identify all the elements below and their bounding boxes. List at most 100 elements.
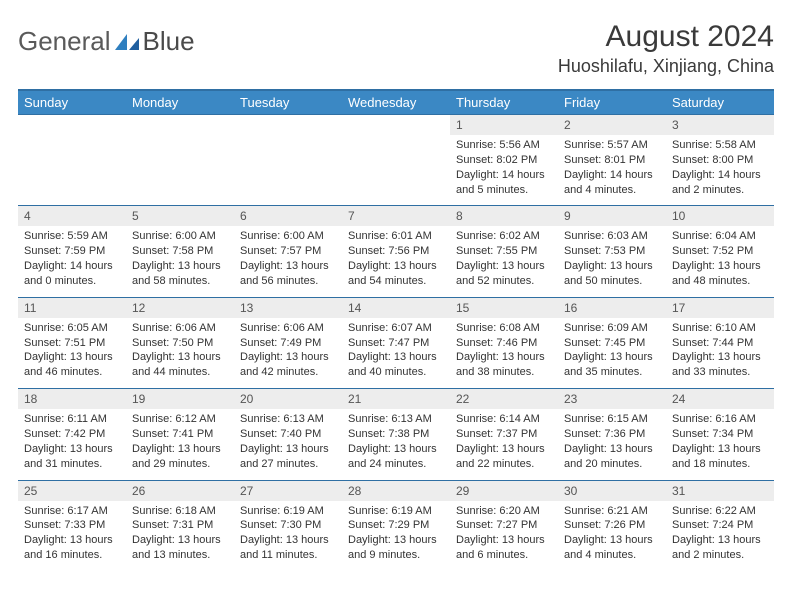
sunset-line: Sunset: 7:38 PM: [348, 427, 444, 442]
brand-part1: General: [18, 26, 111, 57]
day-detail-cell: Sunrise: 6:07 AMSunset: 7:47 PMDaylight:…: [342, 318, 450, 389]
sunset-line: Sunset: 7:56 PM: [348, 244, 444, 259]
daylight-line: Daylight: 13 hours and 13 minutes.: [132, 533, 228, 563]
day-header: Monday: [126, 90, 234, 115]
sunrise-line: Sunrise: 6:11 AM: [24, 412, 120, 427]
day-detail-cell: Sunrise: 6:02 AMSunset: 7:55 PMDaylight:…: [450, 226, 558, 297]
day-detail-cell: Sunrise: 6:21 AMSunset: 7:26 PMDaylight:…: [558, 501, 666, 571]
day-detail-cell: Sunrise: 6:13 AMSunset: 7:38 PMDaylight:…: [342, 409, 450, 480]
sunset-line: Sunset: 7:46 PM: [456, 336, 552, 351]
day-number-cell: 2: [558, 115, 666, 136]
sunrise-line: Sunrise: 6:04 AM: [672, 229, 768, 244]
location-text: Huoshilafu, Xinjiang, China: [558, 56, 774, 77]
sunrise-line: Sunrise: 5:57 AM: [564, 138, 660, 153]
day-number-cell: [126, 115, 234, 136]
day-detail-cell: Sunrise: 6:14 AMSunset: 7:37 PMDaylight:…: [450, 409, 558, 480]
day-number-cell: 31: [666, 480, 774, 501]
day-detail-cell: Sunrise: 6:12 AMSunset: 7:41 PMDaylight:…: [126, 409, 234, 480]
detail-row: Sunrise: 5:56 AMSunset: 8:02 PMDaylight:…: [18, 135, 774, 206]
day-number-cell: [342, 115, 450, 136]
day-number-cell: 21: [342, 389, 450, 410]
sunset-line: Sunset: 7:53 PM: [564, 244, 660, 259]
day-detail-cell: Sunrise: 6:09 AMSunset: 7:45 PMDaylight:…: [558, 318, 666, 389]
day-detail-cell: Sunrise: 6:13 AMSunset: 7:40 PMDaylight:…: [234, 409, 342, 480]
day-detail-cell: Sunrise: 6:18 AMSunset: 7:31 PMDaylight:…: [126, 501, 234, 571]
sunset-line: Sunset: 8:02 PM: [456, 153, 552, 168]
daynum-row: 25262728293031: [18, 480, 774, 501]
sunrise-line: Sunrise: 6:14 AM: [456, 412, 552, 427]
daylight-line: Daylight: 14 hours and 5 minutes.: [456, 168, 552, 198]
day-detail-cell: Sunrise: 6:16 AMSunset: 7:34 PMDaylight:…: [666, 409, 774, 480]
daylight-line: Daylight: 13 hours and 46 minutes.: [24, 350, 120, 380]
daynum-row: 45678910: [18, 206, 774, 227]
sunrise-line: Sunrise: 5:59 AM: [24, 229, 120, 244]
daylight-line: Daylight: 13 hours and 40 minutes.: [348, 350, 444, 380]
day-detail-cell: Sunrise: 6:06 AMSunset: 7:49 PMDaylight:…: [234, 318, 342, 389]
sunset-line: Sunset: 7:59 PM: [24, 244, 120, 259]
day-detail-cell: Sunrise: 6:15 AMSunset: 7:36 PMDaylight:…: [558, 409, 666, 480]
sunrise-line: Sunrise: 6:09 AM: [564, 321, 660, 336]
sunset-line: Sunset: 7:37 PM: [456, 427, 552, 442]
daylight-line: Daylight: 13 hours and 24 minutes.: [348, 442, 444, 472]
sunrise-line: Sunrise: 5:58 AM: [672, 138, 768, 153]
day-number-cell: [234, 115, 342, 136]
daylight-line: Daylight: 13 hours and 54 minutes.: [348, 259, 444, 289]
sunset-line: Sunset: 7:47 PM: [348, 336, 444, 351]
sunrise-line: Sunrise: 6:15 AM: [564, 412, 660, 427]
daylight-line: Daylight: 13 hours and 16 minutes.: [24, 533, 120, 563]
daylight-line: Daylight: 13 hours and 6 minutes.: [456, 533, 552, 563]
sunset-line: Sunset: 7:45 PM: [564, 336, 660, 351]
sunset-line: Sunset: 7:49 PM: [240, 336, 336, 351]
daylight-line: Daylight: 13 hours and 27 minutes.: [240, 442, 336, 472]
calendar-body: 123 Sunrise: 5:56 AMSunset: 8:02 PMDayli…: [18, 115, 774, 571]
sunset-line: Sunset: 7:42 PM: [24, 427, 120, 442]
day-number-cell: 17: [666, 297, 774, 318]
sunset-line: Sunset: 7:26 PM: [564, 518, 660, 533]
sunrise-line: Sunrise: 6:20 AM: [456, 504, 552, 519]
day-detail-cell: Sunrise: 6:00 AMSunset: 7:58 PMDaylight:…: [126, 226, 234, 297]
daylight-line: Daylight: 13 hours and 29 minutes.: [132, 442, 228, 472]
detail-row: Sunrise: 6:17 AMSunset: 7:33 PMDaylight:…: [18, 501, 774, 571]
daynum-row: 123: [18, 115, 774, 136]
day-number-cell: 13: [234, 297, 342, 318]
brand-logo: General Blue: [18, 20, 195, 57]
sunset-line: Sunset: 8:00 PM: [672, 153, 768, 168]
daylight-line: Daylight: 13 hours and 20 minutes.: [564, 442, 660, 472]
sunset-line: Sunset: 7:51 PM: [24, 336, 120, 351]
daylight-line: Daylight: 13 hours and 2 minutes.: [672, 533, 768, 563]
day-number-cell: 9: [558, 206, 666, 227]
sunrise-line: Sunrise: 6:08 AM: [456, 321, 552, 336]
calendar-page: General Blue August 2024 Huoshilafu, Xin…: [0, 0, 792, 571]
day-detail-cell: Sunrise: 6:10 AMSunset: 7:44 PMDaylight:…: [666, 318, 774, 389]
sunrise-line: Sunrise: 6:02 AM: [456, 229, 552, 244]
day-number-cell: 28: [342, 480, 450, 501]
title-block: August 2024 Huoshilafu, Xinjiang, China: [558, 20, 774, 77]
calendar-head: SundayMondayTuesdayWednesdayThursdayFrid…: [18, 90, 774, 115]
sunset-line: Sunset: 7:31 PM: [132, 518, 228, 533]
month-title: August 2024: [558, 20, 774, 54]
day-header: Sunday: [18, 90, 126, 115]
day-number-cell: 15: [450, 297, 558, 318]
sunrise-line: Sunrise: 6:16 AM: [672, 412, 768, 427]
daylight-line: Daylight: 14 hours and 2 minutes.: [672, 168, 768, 198]
sunrise-line: Sunrise: 6:17 AM: [24, 504, 120, 519]
page-header: General Blue August 2024 Huoshilafu, Xin…: [18, 20, 774, 77]
sunrise-line: Sunrise: 6:19 AM: [240, 504, 336, 519]
sunrise-line: Sunrise: 5:56 AM: [456, 138, 552, 153]
day-number-cell: 26: [126, 480, 234, 501]
day-detail-cell: [126, 135, 234, 206]
sunset-line: Sunset: 7:58 PM: [132, 244, 228, 259]
day-detail-cell: Sunrise: 6:20 AMSunset: 7:27 PMDaylight:…: [450, 501, 558, 571]
daylight-line: Daylight: 14 hours and 0 minutes.: [24, 259, 120, 289]
sunrise-line: Sunrise: 6:05 AM: [24, 321, 120, 336]
sunrise-line: Sunrise: 6:19 AM: [348, 504, 444, 519]
sunrise-line: Sunrise: 6:07 AM: [348, 321, 444, 336]
day-number-cell: 16: [558, 297, 666, 318]
day-header: Wednesday: [342, 90, 450, 115]
sunset-line: Sunset: 7:50 PM: [132, 336, 228, 351]
day-detail-cell: Sunrise: 6:22 AMSunset: 7:24 PMDaylight:…: [666, 501, 774, 571]
daynum-row: 11121314151617: [18, 297, 774, 318]
day-number-cell: 23: [558, 389, 666, 410]
day-number-cell: 4: [18, 206, 126, 227]
daylight-line: Daylight: 13 hours and 22 minutes.: [456, 442, 552, 472]
